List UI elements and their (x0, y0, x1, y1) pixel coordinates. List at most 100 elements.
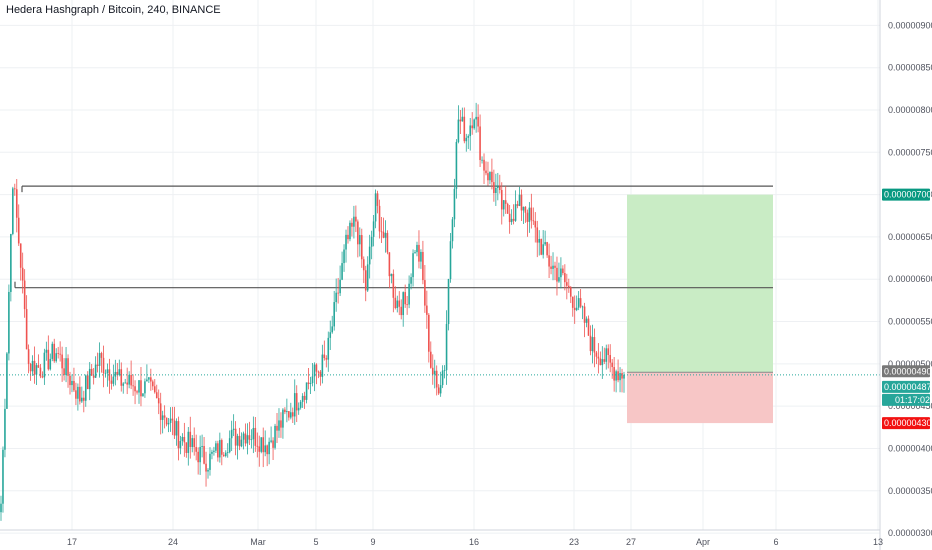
candle-body (313, 364, 316, 377)
candle-body (252, 427, 255, 440)
candle-body (388, 252, 391, 277)
price-tick-label: 0.00000850 (888, 63, 932, 73)
candle-body (475, 116, 477, 120)
candle-body (583, 306, 586, 323)
candle-body (321, 354, 324, 377)
candle-body (556, 267, 558, 282)
candle-body (276, 425, 278, 431)
candle-body (465, 137, 468, 142)
candle-body (67, 358, 69, 376)
candle-body (31, 360, 34, 372)
candle-body (153, 386, 156, 393)
candle-body (169, 418, 172, 423)
candlestick-series (0, 102, 625, 521)
loss-zone[interactable] (627, 372, 773, 424)
candle-body (207, 469, 209, 472)
candle-body (293, 393, 296, 417)
candle-body (219, 440, 221, 458)
current-price-tag: 0.00000487 (882, 380, 932, 393)
time-axis[interactable]: 17 24 Mar 5 9 16 23 27 Apr 6 13 (67, 537, 883, 547)
candle-body (118, 369, 121, 375)
candle-body (575, 307, 578, 311)
candle-body (282, 409, 284, 428)
candle-body (605, 348, 608, 362)
price-axis[interactable]: 0.00000300 0.00000350 0.00000400 0.00000450… (888, 20, 932, 538)
candle-body (518, 194, 521, 206)
profit-zone[interactable] (627, 194, 773, 373)
candle-body (84, 375, 87, 401)
price-tick-label: 0.00000350 (888, 486, 932, 496)
candle-body (303, 395, 306, 400)
candle-body (242, 433, 245, 440)
candle-body (577, 298, 580, 308)
candle-body (171, 418, 174, 421)
price-tick-label: 0.00000650 (888, 232, 932, 242)
candle-body (587, 318, 590, 336)
candle-body (392, 273, 395, 298)
candle-body (504, 200, 507, 204)
candle-body (520, 194, 523, 211)
candle-body (102, 357, 105, 374)
candle-body (246, 435, 249, 444)
candle-body (112, 376, 115, 384)
candle-body (431, 367, 434, 375)
candle-body (581, 306, 584, 308)
candle-body (130, 374, 132, 386)
candle-body (254, 427, 257, 446)
candle-body (315, 364, 318, 372)
candle-body (69, 375, 71, 386)
candle-body (29, 363, 32, 372)
candle-body (510, 218, 513, 223)
candle-body (483, 159, 485, 171)
candle-body (179, 441, 182, 449)
candle-body (345, 234, 347, 250)
candle-body (55, 353, 58, 362)
chart-title: Hedera Hashgraph / Bitcoin, 240, BINANCE (6, 4, 221, 16)
countdown-tag: 01:17:02 (882, 393, 930, 406)
candle-body (272, 440, 274, 448)
candle-body (205, 463, 207, 472)
candle-body (258, 446, 261, 452)
candle-body (0, 503, 2, 513)
candle-body (613, 367, 615, 381)
candle-body (96, 364, 99, 366)
candle-body (357, 221, 359, 245)
candle-body (39, 367, 42, 377)
candle-body (116, 371, 119, 375)
candle-body (485, 170, 487, 174)
candle-body (548, 255, 550, 267)
candle-body (94, 364, 97, 378)
candle-body (516, 204, 519, 206)
candle-body (297, 407, 300, 411)
candle-body (457, 119, 460, 142)
candle-body (291, 412, 294, 417)
candle-body (305, 382, 308, 400)
candle-body (49, 358, 52, 370)
candle-body (534, 221, 537, 228)
candle-body (495, 187, 497, 194)
candle-body (307, 382, 310, 384)
candle-body (327, 337, 330, 360)
candle-body (33, 360, 36, 375)
candle-body (59, 353, 61, 355)
position-zones[interactable] (627, 194, 773, 424)
candle-body (23, 280, 26, 310)
candle-body (601, 359, 604, 366)
candle-body (477, 116, 479, 127)
candle-body (142, 393, 144, 397)
candle-body (309, 383, 312, 384)
candle-body (370, 236, 373, 247)
chart-grid (0, 0, 880, 534)
candle-body (295, 393, 298, 411)
candle-body (284, 409, 286, 413)
candle-body (234, 428, 237, 446)
candle-body (45, 349, 48, 353)
candle-body (532, 220, 535, 222)
candle-body (603, 359, 606, 362)
candle-body (8, 291, 10, 354)
candle-body (463, 116, 466, 142)
candle-body (155, 392, 158, 399)
candle-body (37, 365, 40, 368)
candle-body (215, 443, 217, 451)
